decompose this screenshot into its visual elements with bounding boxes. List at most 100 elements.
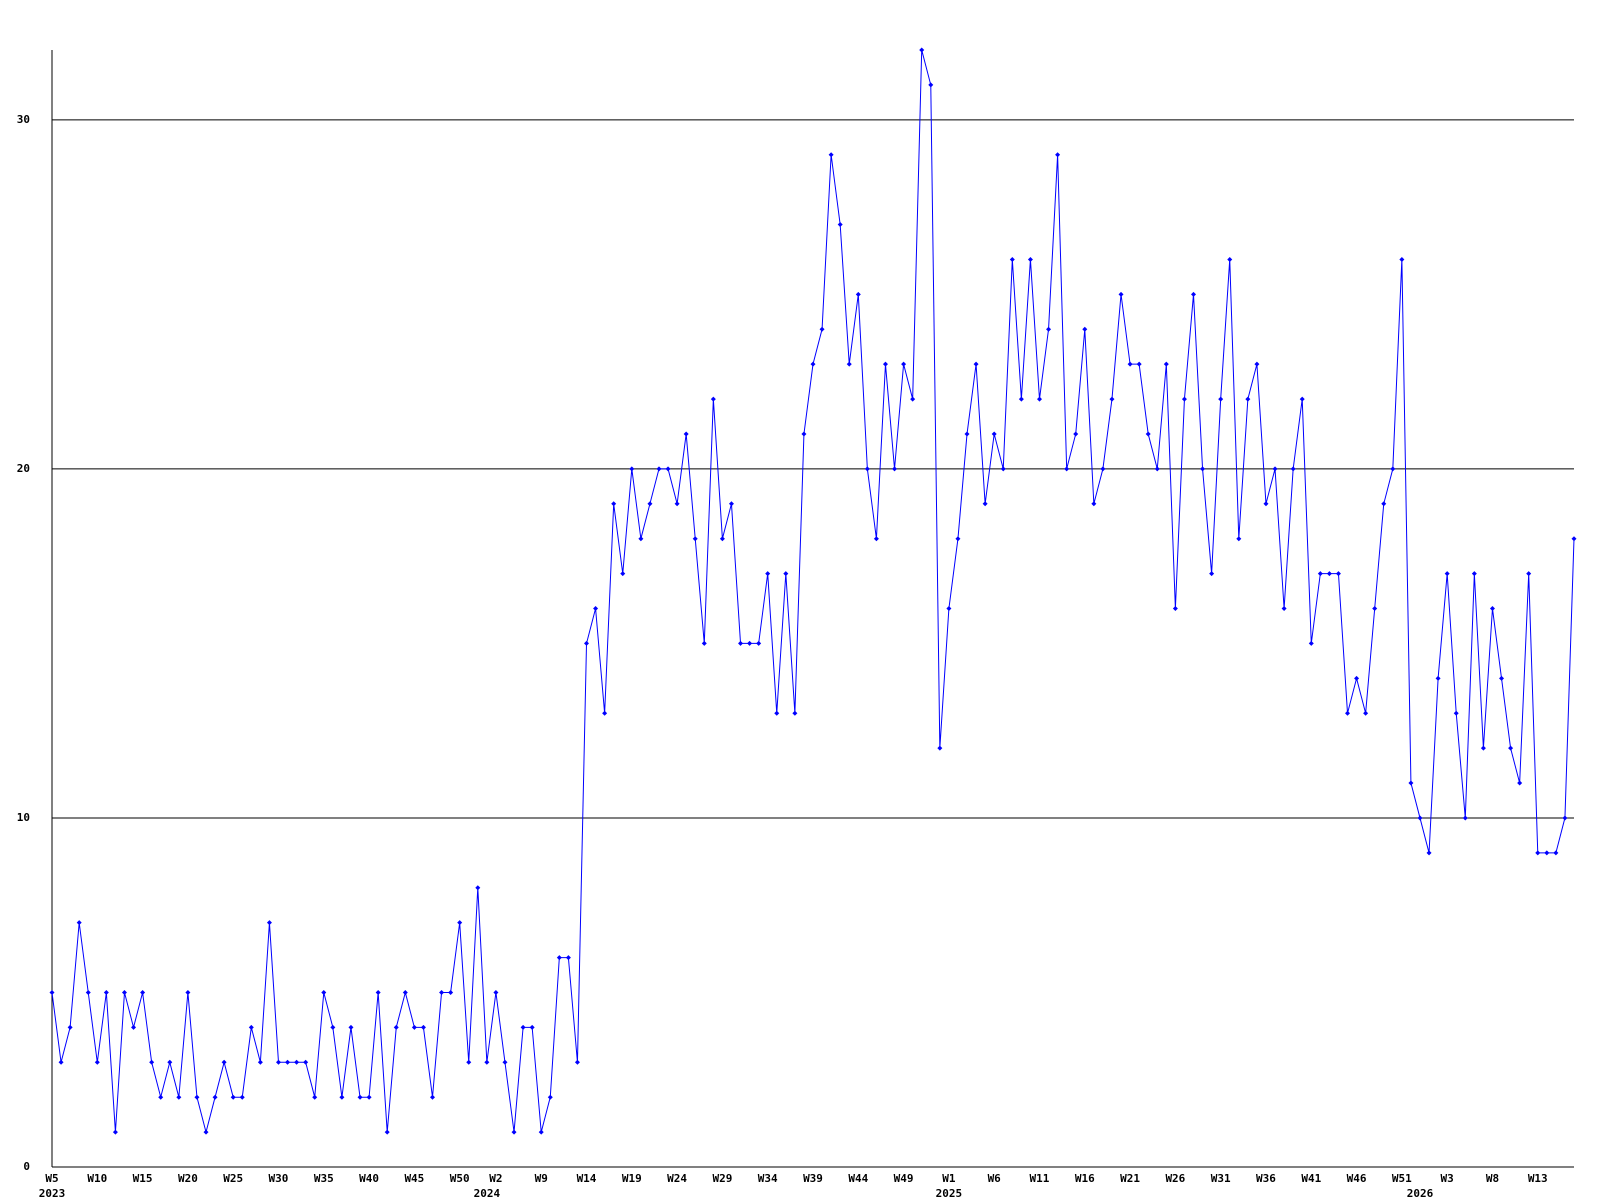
- data-point: [1055, 152, 1061, 158]
- data-point: [58, 1059, 64, 1065]
- data-point: [203, 1129, 209, 1135]
- data-point: [1326, 571, 1332, 577]
- data-point: [103, 989, 109, 995]
- x-tick-label: W24: [667, 1172, 687, 1185]
- data-point: [1109, 396, 1115, 402]
- data-point: [1480, 745, 1486, 751]
- x-tick-label: W14: [577, 1172, 597, 1185]
- data-point: [393, 1024, 399, 1030]
- data-point: [774, 710, 780, 716]
- x-tick-label: W31: [1211, 1172, 1231, 1185]
- data-point: [221, 1059, 227, 1065]
- x-tick-label: W16: [1075, 1172, 1095, 1185]
- data-point: [511, 1129, 517, 1135]
- x-tick-label: W46: [1347, 1172, 1367, 1185]
- data-point: [1363, 710, 1369, 716]
- data-point: [493, 989, 499, 995]
- data-point: [611, 501, 617, 507]
- data-point: [230, 1094, 236, 1100]
- data-point: [1444, 571, 1450, 577]
- data-point: [257, 1059, 263, 1065]
- x-tick-label: W2: [489, 1172, 502, 1185]
- data-point: [67, 1024, 73, 1030]
- data-point: [1064, 466, 1070, 472]
- data-point: [1345, 710, 1351, 716]
- data-point: [602, 710, 608, 716]
- data-point: [448, 989, 454, 995]
- data-point: [593, 606, 599, 611]
- data-point: [810, 361, 816, 367]
- x-tick-label: W41: [1301, 1172, 1321, 1185]
- data-point: [1408, 780, 1414, 786]
- data-point: [765, 571, 771, 577]
- data-point: [855, 291, 861, 297]
- data-point: [239, 1094, 245, 1100]
- x-tick-label: W34: [758, 1172, 778, 1185]
- data-point: [375, 989, 381, 995]
- data-point: [846, 361, 852, 367]
- x-tick-label: W29: [712, 1172, 732, 1185]
- data-point: [955, 536, 961, 542]
- y-tick-label: 0: [23, 1160, 30, 1173]
- data-point: [801, 431, 807, 437]
- data-point: [638, 536, 644, 542]
- data-point: [303, 1059, 309, 1065]
- data-point: [149, 1059, 155, 1065]
- data-point: [1544, 850, 1550, 856]
- data-point: [1073, 431, 1079, 437]
- x-tick-label: W51: [1392, 1172, 1412, 1185]
- data-point: [1082, 326, 1088, 332]
- data-point: [683, 431, 689, 437]
- data-point: [1372, 606, 1378, 611]
- data-point: [928, 82, 934, 88]
- x-tick-label: W11: [1030, 1172, 1050, 1185]
- data-point: [738, 640, 744, 646]
- data-point: [1553, 850, 1559, 856]
- data-point: [1181, 396, 1187, 402]
- data-point: [819, 326, 825, 332]
- data-point: [547, 1094, 553, 1100]
- data-point: [1245, 396, 1251, 402]
- year-label: 2024: [474, 1187, 501, 1200]
- data-point: [457, 920, 463, 926]
- data-point: [747, 640, 753, 646]
- data-point: [1209, 571, 1215, 577]
- x-tick-label: W49: [894, 1172, 914, 1185]
- data-point: [266, 920, 272, 926]
- data-point: [1036, 396, 1042, 402]
- data-point: [692, 536, 698, 542]
- data-point: [1163, 361, 1169, 367]
- data-point: [330, 1024, 336, 1030]
- data-point: [1335, 571, 1341, 577]
- data-point: [1200, 466, 1206, 472]
- data-point: [982, 501, 988, 507]
- data-point: [502, 1059, 508, 1065]
- x-tick-label: W26: [1165, 1172, 1185, 1185]
- x-tick-label: W40: [359, 1172, 379, 1185]
- data-point: [964, 431, 970, 437]
- data-point: [1535, 850, 1541, 856]
- data-point: [1399, 256, 1405, 262]
- data-point: [719, 536, 725, 542]
- year-label: 2026: [1407, 1187, 1434, 1200]
- x-tick-label: W1: [942, 1172, 956, 1185]
- data-point: [167, 1059, 173, 1065]
- x-tick-label: W20: [178, 1172, 198, 1185]
- x-tick-label: W30: [269, 1172, 289, 1185]
- data-point: [1435, 675, 1441, 681]
- data-point: [1254, 361, 1260, 367]
- data-point: [357, 1094, 363, 1100]
- data-point: [484, 1059, 490, 1065]
- x-tick-label: W10: [87, 1172, 107, 1185]
- year-label: 2023: [39, 1187, 66, 1200]
- data-point: [629, 466, 635, 472]
- data-point: [1299, 396, 1305, 402]
- data-point: [76, 920, 82, 926]
- x-tick-label: W35: [314, 1172, 334, 1185]
- data-point: [892, 466, 898, 472]
- data-point: [158, 1094, 164, 1100]
- x-tick-label: W3: [1441, 1172, 1454, 1185]
- data-point: [837, 222, 843, 228]
- data-point: [1381, 501, 1387, 507]
